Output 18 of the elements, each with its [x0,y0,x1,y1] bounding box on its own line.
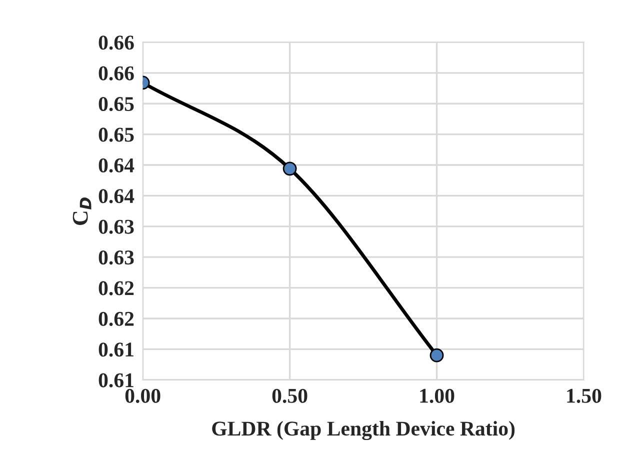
x-tick-label: 0.00 [125,388,160,403]
y-tick-label: 0.66 [98,36,134,50]
y-tick-label: 0.65 [98,96,134,112]
y-axis-title: C$_{D}$ [72,198,92,225]
y-tick-label: 0.61 [98,342,134,357]
x-tick-label: 1.00 [420,388,454,403]
y-tick-label: 0.62 [98,312,134,326]
x-tick-label: 1.50 [567,388,602,403]
y-tick-label: 0.64 [98,189,134,204]
y-tick-label: 0.63 [98,250,134,265]
y-tick-label: 0.63 [98,220,134,234]
y-tick-label: 0.64 [98,158,134,173]
y-tick-label: 0.66 [98,66,134,80]
y-tick-label: 0.62 [98,281,134,296]
y-tick-label: 0.61 [98,373,134,388]
x-axis-title: GLDR (Gap Length Device Ratio) [212,421,515,440]
x-tick-label: 0.50 [272,388,308,403]
y-tick-label: 0.65 [98,128,134,142]
